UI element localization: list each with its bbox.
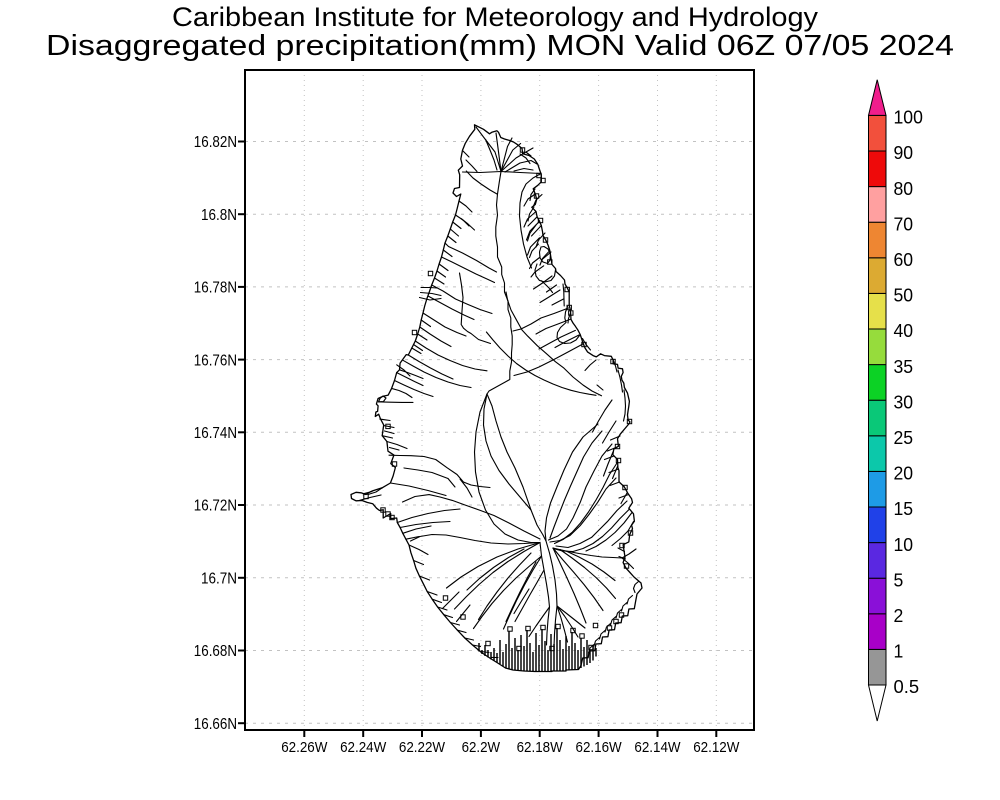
svg-text:16.7N: 16.7N: [201, 571, 237, 588]
svg-text:16.74N: 16.74N: [194, 425, 237, 442]
svg-text:0.5: 0.5: [894, 677, 920, 697]
svg-text:62.14W: 62.14W: [634, 739, 681, 756]
svg-text:16.76N: 16.76N: [194, 352, 237, 369]
svg-text:62.24W: 62.24W: [340, 739, 387, 756]
svg-text:10: 10: [894, 535, 914, 555]
svg-text:16.8N: 16.8N: [201, 207, 237, 224]
svg-text:16.66N: 16.66N: [194, 716, 237, 733]
svg-text:62.2W: 62.2W: [462, 739, 501, 756]
svg-text:62.26W: 62.26W: [281, 739, 328, 756]
svg-text:Caribbean Institute for Meteor: Caribbean Institute for Meteorology and …: [172, 2, 819, 32]
svg-text:1: 1: [894, 642, 904, 662]
svg-text:20: 20: [894, 464, 914, 484]
svg-text:16.72N: 16.72N: [194, 498, 237, 515]
svg-text:2: 2: [894, 606, 904, 626]
svg-text:16.78N: 16.78N: [194, 280, 237, 297]
svg-text:50: 50: [894, 286, 914, 306]
svg-text:40: 40: [894, 321, 914, 341]
svg-text:5: 5: [894, 570, 904, 590]
svg-text:16.68N: 16.68N: [194, 643, 237, 660]
svg-text:80: 80: [894, 179, 914, 199]
svg-text:62.18W: 62.18W: [517, 739, 564, 756]
svg-text:90: 90: [894, 143, 914, 163]
svg-text:62.16W: 62.16W: [576, 739, 623, 756]
svg-text:25: 25: [894, 428, 914, 448]
svg-text:70: 70: [894, 214, 914, 234]
svg-text:100: 100: [894, 108, 923, 128]
svg-text:15: 15: [894, 499, 914, 519]
svg-text:60: 60: [894, 250, 914, 270]
svg-text:30: 30: [894, 392, 914, 412]
svg-text:16.82N: 16.82N: [194, 134, 237, 151]
svg-text:35: 35: [894, 357, 914, 377]
svg-text:62.12W: 62.12W: [693, 739, 740, 756]
svg-text:62.22W: 62.22W: [399, 739, 446, 756]
svg-text:Disaggregated precipitation(mm: Disaggregated precipitation(mm) MON Vali…: [46, 30, 954, 62]
